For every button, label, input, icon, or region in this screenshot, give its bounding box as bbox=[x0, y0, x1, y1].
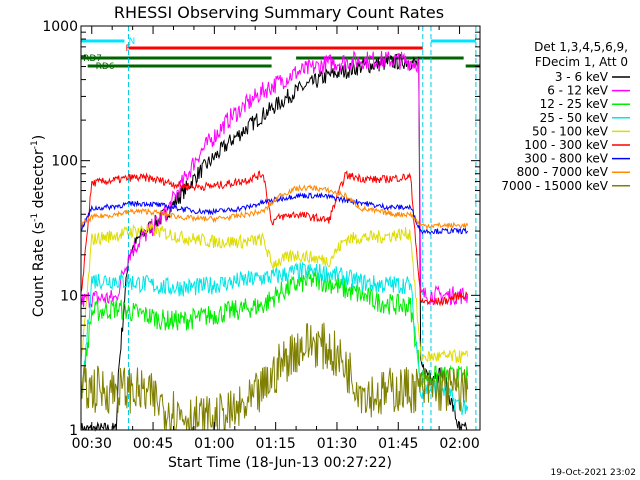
series-line-3 bbox=[80, 261, 469, 416]
series-line-2 bbox=[80, 270, 469, 401]
y-axis-label: Count Rate (s-1 detector-1) bbox=[30, 135, 47, 317]
series-line-7 bbox=[81, 184, 469, 230]
y-axis-label-mid: detector bbox=[31, 149, 47, 213]
series-line-5 bbox=[80, 170, 469, 307]
y-tick-label-0: 1 bbox=[69, 423, 78, 439]
night-markers bbox=[128, 26, 477, 430]
x-tick-label-5: 01:45 bbox=[378, 436, 418, 452]
legend-label-4: 50 - 100 keV bbox=[532, 124, 609, 138]
flag-label-f: F bbox=[126, 44, 131, 54]
legend-header-line1: Det 1,3,4,5,6,9, bbox=[534, 40, 628, 54]
chart-title: RHESSI Observing Summary Count Rates bbox=[114, 3, 444, 22]
legend: Det 1,3,4,5,6,9, FDecim 1, Att 0 3 - 6 k… bbox=[501, 40, 630, 193]
x-tick-label-0: 00:30 bbox=[72, 436, 112, 452]
series-line-8 bbox=[80, 322, 469, 431]
flag-label-n: N bbox=[128, 37, 135, 47]
legend-label-7: 800 - 7000 keV bbox=[517, 165, 609, 179]
flag-label-rd7: RD7 bbox=[83, 54, 102, 64]
axis-ticks: 00:30 00:45 01:00 01:15 01:30 01:45 02:00 1 10 10… bbox=[42, 19, 481, 452]
footer-date: 19-Oct-2021 23:02 bbox=[551, 468, 636, 478]
series-lines bbox=[80, 50, 469, 432]
plot-frame bbox=[80, 25, 481, 431]
legend-label-8: 7000 - 15000 keV bbox=[501, 179, 608, 193]
y-tick-label-3: 1000 bbox=[42, 19, 78, 35]
flag-label-rd6: RD6 bbox=[96, 62, 115, 72]
y-axis-label-main: Count Rate (s bbox=[31, 222, 47, 317]
x-tick-label-1: 00:45 bbox=[133, 436, 173, 452]
x-tick-label-3: 01:15 bbox=[255, 436, 295, 452]
legend-label-6: 300 - 800 keV bbox=[524, 152, 608, 166]
series-line-4 bbox=[80, 222, 469, 364]
y-axis-label-end: ) bbox=[31, 135, 47, 140]
y-axis-label-sup2: -1 bbox=[30, 140, 40, 149]
legend-label-2: 12 - 25 keV bbox=[540, 97, 609, 111]
x-tick-label-4: 01:30 bbox=[317, 436, 357, 452]
y-tick-label-2: 100 bbox=[51, 154, 78, 170]
legend-label-5: 100 - 300 keV bbox=[524, 138, 608, 152]
legend-label-3: 25 - 50 keV bbox=[540, 111, 609, 125]
y-tick-label-1: 10 bbox=[60, 288, 78, 304]
legend-label-0: 3 - 6 keV bbox=[555, 70, 609, 84]
x-tick-label-2: 01:00 bbox=[194, 436, 234, 452]
y-axis-label-sup1: -1 bbox=[30, 213, 40, 222]
series-line-1 bbox=[80, 50, 469, 308]
series-line-0 bbox=[80, 52, 468, 432]
legend-header-line2: FDecim 1, Att 0 bbox=[535, 55, 628, 69]
x-tick-label-6: 02:00 bbox=[439, 436, 479, 452]
x-axis-label: Start Time (18-Jun-13 00:27:22) bbox=[168, 455, 392, 471]
legend-label-1: 6 - 12 keV bbox=[547, 84, 609, 98]
